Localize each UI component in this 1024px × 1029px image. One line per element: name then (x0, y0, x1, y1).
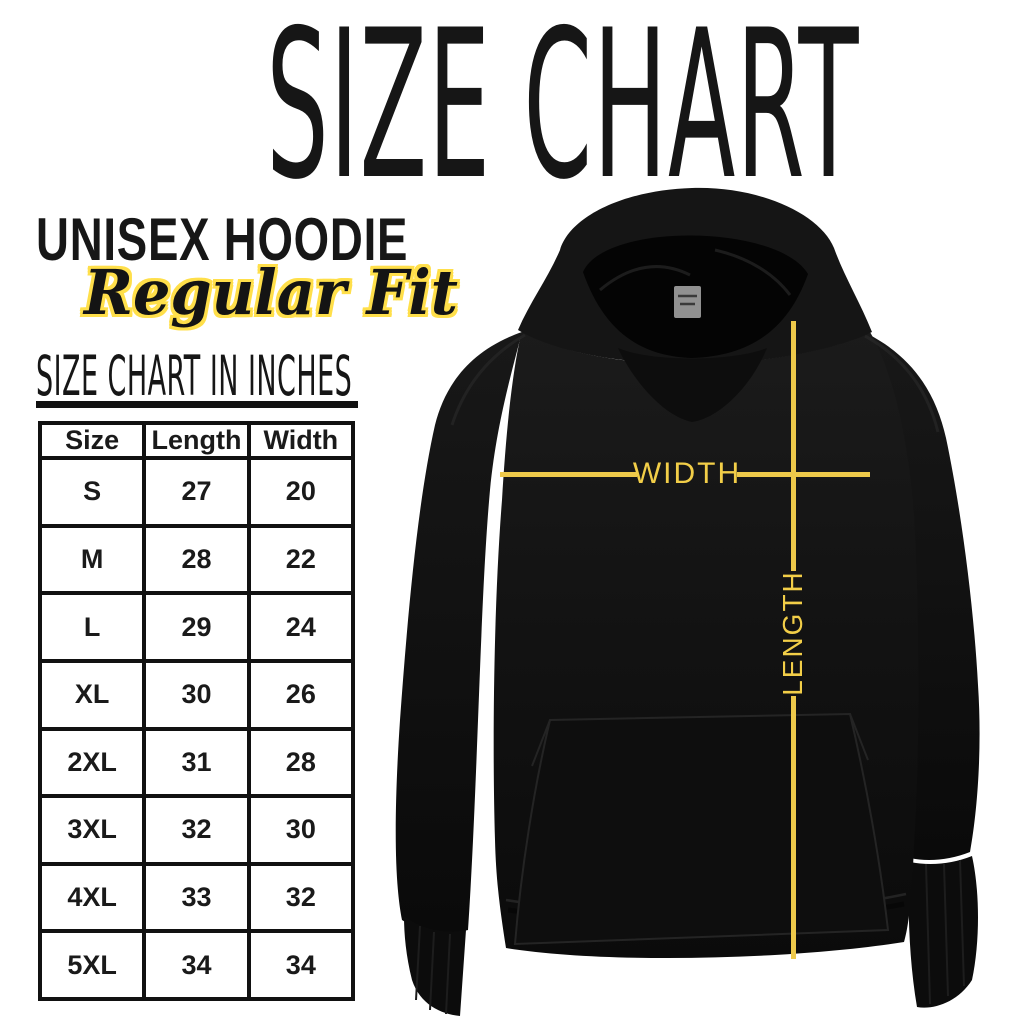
cell-width: 22 (246, 523, 356, 596)
product-fit: Regular Fit (84, 256, 458, 329)
left-sleeve (395, 332, 522, 933)
cell-length: 27 (142, 456, 251, 528)
hood-drape (618, 348, 767, 422)
table-row: 2XL 31 28 (37, 726, 356, 799)
shoulder-highlight-left (450, 333, 526, 426)
table-row: M 28 22 (37, 523, 356, 596)
product-name: UNISEX HOODIE (36, 206, 409, 273)
cell-width: 30 (246, 794, 356, 866)
right-cuff (908, 856, 978, 1008)
cell-width: 24 (246, 591, 356, 663)
cell-length: 30 (142, 658, 251, 731)
kangaroo-pocket (513, 712, 890, 946)
hoodie-svg (395, 187, 980, 1016)
page-title: SIZE CHART (266, 0, 860, 225)
pocket-stitches (531, 713, 869, 767)
cell-width: 32 (246, 861, 356, 934)
size-table: Size Length Width S 27 20 M 28 22 L 29 2… (37, 421, 356, 1001)
width-label: WIDTH (632, 457, 742, 490)
heading-underline (36, 401, 358, 408)
brand-tag (674, 286, 701, 318)
table-row: XL 30 26 (37, 658, 356, 731)
cell-width: 20 (246, 456, 356, 528)
table-row: 5XL 34 34 (37, 929, 356, 1001)
cell-length: 33 (142, 861, 251, 934)
cell-size: 3XL (37, 794, 147, 866)
length-line-top (791, 321, 796, 571)
size-table-body: S 27 20 M 28 22 L 29 24 XL 30 26 2XL 31 … (37, 456, 356, 1001)
table-row: S 27 20 (37, 456, 356, 528)
right-cuff-ribs (925, 859, 965, 1005)
length-line-bottom (791, 696, 796, 959)
cell-length: 29 (142, 591, 251, 663)
cell-size: S (37, 456, 147, 528)
cell-length: 32 (142, 794, 251, 866)
cell-size: M (37, 523, 147, 596)
shoulder-highlight-right (864, 334, 940, 433)
cell-width: 28 (246, 726, 356, 799)
width-line-right (737, 472, 870, 477)
cell-length: 34 (142, 929, 251, 1001)
cell-length: 28 (142, 523, 251, 596)
cell-size: L (37, 591, 147, 663)
cell-size: 2XL (37, 726, 147, 799)
cell-width: 26 (246, 658, 356, 731)
cell-size: 4XL (37, 861, 147, 934)
table-row: L 29 24 (37, 591, 356, 663)
cell-length: 31 (142, 726, 251, 799)
cell-width: 34 (246, 929, 356, 1001)
cell-size: XL (37, 658, 147, 731)
width-line-left (500, 472, 637, 477)
header-row: Size Length Width (37, 421, 356, 460)
size-table-header: Size Length Width (37, 421, 356, 460)
hoodie-image (360, 180, 1024, 1024)
left-cuff-ribs (415, 925, 451, 1015)
length-label: LENGTH (777, 570, 808, 696)
table-row: 4XL 33 32 (37, 861, 356, 934)
hood-fold (599, 248, 792, 296)
column-header-size: Size (37, 421, 147, 460)
brand-tag-print (678, 294, 697, 306)
cell-size: 5XL (37, 929, 147, 1001)
table-row: 3XL 32 30 (37, 794, 356, 866)
column-header-length: Length (142, 421, 251, 460)
column-header-width: Width (246, 421, 356, 460)
table-heading: SIZE CHART IN INCHES (36, 344, 353, 408)
